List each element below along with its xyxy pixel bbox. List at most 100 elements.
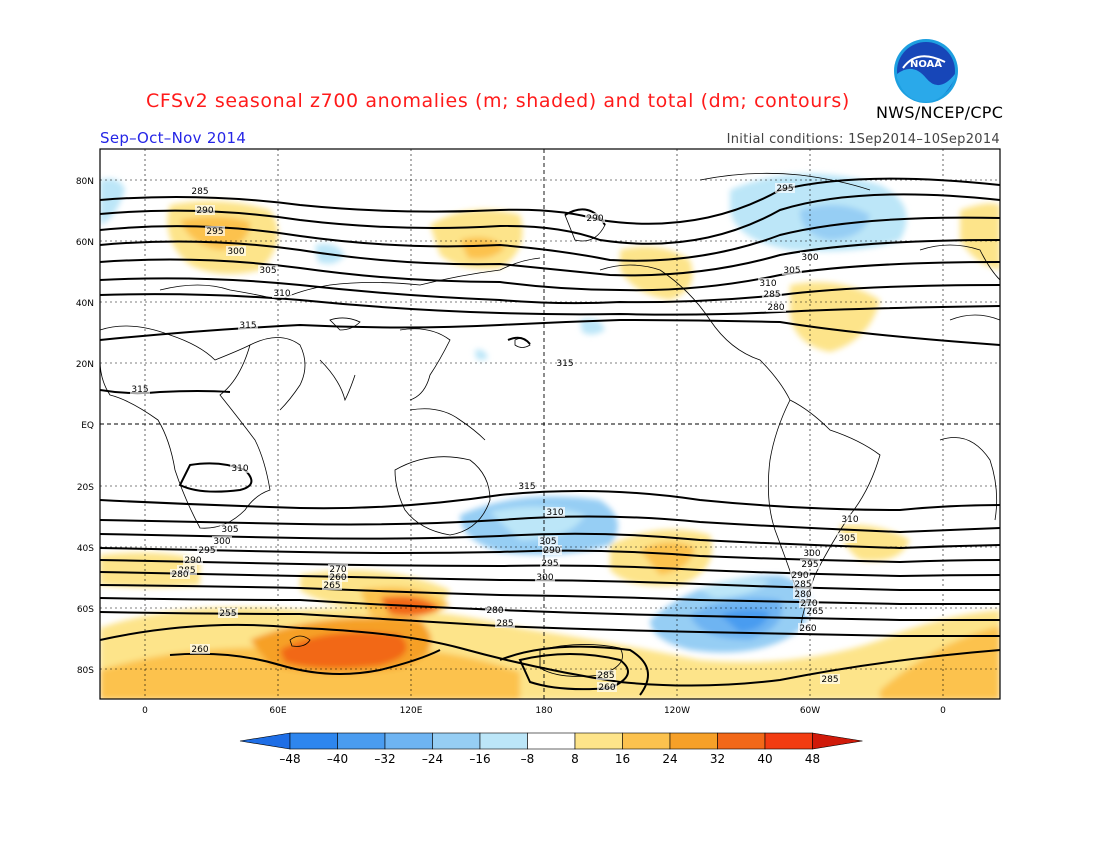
contour-label-bg [805,606,825,616]
contour-label: 300 [801,253,818,263]
contour-label: 290 [543,546,560,556]
contour-label-bg [538,536,558,546]
contour-label-bg [190,186,210,196]
contour-label: 265 [806,607,823,617]
contour-label-bg [597,682,617,692]
contour-label: 260 [191,645,208,655]
colorbar-tick-label: 40 [757,752,772,766]
contour-label-bg [799,598,819,608]
contour-label: 310 [231,464,248,474]
contour-label: 310 [759,279,776,289]
lon-label: 0 [142,706,148,716]
contour-label: 305 [221,525,238,535]
contour-label-bg [762,289,782,299]
contour-label: 300 [803,549,820,559]
chart-title: CFSv2 seasonal z700 anomalies (m; shaded… [146,90,850,112]
colorbar-left-arrow [239,732,291,750]
contour-label: 315 [131,385,148,395]
contour-label: 290 [184,556,201,566]
lat-label: 60N [76,238,94,248]
lat-label: EQ [81,421,94,431]
contour-label: 315 [518,482,535,492]
contour-label: 280 [171,570,188,580]
lon-label: 180 [535,706,552,716]
contour-label-bg [226,246,246,256]
contour-label: 315 [239,321,256,331]
logo-text: NOAA [910,59,942,70]
colorbar-tick-label: 16 [615,752,630,766]
initial-conditions-label: Initial conditions: 1Sep2014–10Sep2014 [726,132,1000,147]
colorbar-swatch [669,732,718,750]
contour-label-bg [800,252,820,262]
contour-label: 295 [776,184,793,194]
contour-label-bg [545,507,565,517]
map-body: 2852902953003053103153153153103053002952… [100,149,1000,699]
contour-label: 280 [767,303,784,313]
contour-label-bg [766,302,786,312]
colorbar-swatch [574,732,623,750]
contour-label-bg [837,533,857,543]
contour-label: 285 [496,619,513,629]
equator-dateline [100,149,1000,699]
contour-label: 285 [597,671,614,681]
contour-label: 285 [794,580,811,590]
colorbar-tick-label: 48 [805,752,820,766]
contour-label: 290 [196,206,213,216]
contour-label: 295 [541,559,558,569]
colorbar-tick-label: 8 [571,752,579,766]
lon-label: 120E [400,706,423,716]
contour-label-bg [205,226,225,236]
contour-label: 305 [539,537,556,547]
contour-label-bg [220,524,240,534]
lon-label: 60E [269,706,286,716]
contour-label: 310 [546,508,563,518]
lon-label: 0 [940,706,946,716]
contour-label: 265 [323,581,340,591]
contour-label: 300 [536,573,553,583]
colorbar-tick-label: –24 [422,752,443,766]
contour-label-bg [258,265,278,275]
colorbar-tick-label: –32 [374,752,395,766]
contour-label-bg [758,278,778,288]
contour-label-bg [272,288,292,298]
contour-label: 295 [198,546,215,556]
contour-label-bg [238,320,258,330]
colorbar-tick-label: –40 [327,752,348,766]
colorbar-swatch [289,732,338,750]
contour-label-bg [190,644,210,654]
colorbar-tick-label: 32 [710,752,725,766]
contour-label-bg [802,548,822,558]
contour-label-bg [328,564,348,574]
lat-label: 20S [77,483,94,493]
lat-label: 60S [77,605,94,615]
lat-label: 40S [77,544,94,554]
lat-label: 20N [76,360,94,370]
contour-label-bg [793,589,813,599]
contour-label-bg [775,183,795,193]
contour-label: 255 [219,609,236,619]
contour-label: 310 [841,515,858,525]
colorbar-tick-label: –16 [469,752,490,766]
lat-label: 80S [77,666,94,676]
contour-label: 300 [213,537,230,547]
colorbar-swatch [432,732,481,750]
contour-label: 290 [586,214,603,224]
colorbar-right-arrow [812,732,863,750]
contour-label-bg [798,623,818,633]
contour-label: 295 [206,227,223,237]
contour-label-bg [535,572,555,582]
agency-label: NWS/NCEP/CPC [876,103,1004,122]
colorbar-ticks: –48 –40 –32 –24 –16 –8 8 16 24 32 40 48 [279,752,820,766]
graticule [100,149,1000,699]
contour-label: 285 [763,290,780,300]
contour-label: 285 [191,187,208,197]
colorbar-swatch [764,732,813,750]
colorbar-swatch [479,732,528,750]
contour-label: 260 [329,573,346,583]
colorbar-boxes [239,732,863,750]
noaa-logo-icon: NOAA [894,39,958,103]
lon-label: 60W [800,706,820,716]
contour-label-bg [495,618,515,628]
lat-label: 80N [76,177,94,187]
contour-label-bg [170,569,190,579]
